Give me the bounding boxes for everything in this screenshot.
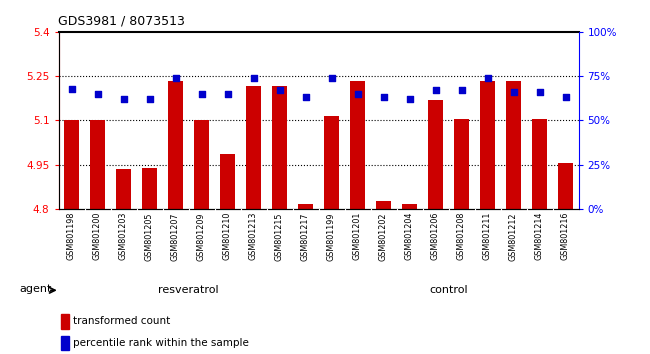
Point — [274, 87, 285, 93]
Point — [534, 89, 545, 95]
Point — [456, 87, 467, 93]
Bar — [116, 169, 131, 209]
Text: GSM801202: GSM801202 — [379, 212, 388, 261]
Point — [560, 95, 571, 100]
Bar — [246, 86, 261, 209]
Bar — [220, 154, 235, 209]
Point — [66, 86, 77, 91]
Text: GSM801213: GSM801213 — [249, 212, 258, 261]
Text: GSM801208: GSM801208 — [457, 212, 466, 261]
Text: agent: agent — [19, 284, 51, 293]
Bar — [61, 336, 69, 350]
Bar — [376, 201, 391, 209]
Bar — [558, 163, 573, 209]
Bar — [428, 100, 443, 209]
Point — [300, 95, 311, 100]
Text: GSM801203: GSM801203 — [119, 212, 128, 261]
Text: GSM801215: GSM801215 — [275, 212, 284, 261]
Point — [430, 87, 441, 93]
Point — [378, 95, 389, 100]
Bar — [402, 204, 417, 209]
Text: GSM801200: GSM801200 — [93, 212, 102, 261]
Bar — [506, 81, 521, 209]
Text: control: control — [429, 285, 468, 295]
Text: transformed count: transformed count — [73, 316, 170, 326]
Text: GSM801204: GSM801204 — [405, 212, 414, 261]
Point — [248, 75, 259, 81]
Bar — [454, 119, 469, 209]
Point — [352, 91, 363, 97]
Bar — [142, 167, 157, 209]
Point — [482, 75, 493, 81]
Point — [92, 91, 103, 97]
Point — [196, 91, 207, 97]
Point — [118, 96, 129, 102]
Bar — [64, 120, 79, 209]
Text: GSM801211: GSM801211 — [483, 212, 492, 261]
Text: GSM801207: GSM801207 — [171, 212, 180, 261]
Bar — [350, 81, 365, 209]
Point — [508, 89, 519, 95]
Text: GSM801199: GSM801199 — [327, 212, 336, 261]
Point — [222, 91, 233, 97]
Point — [144, 96, 155, 102]
Text: GSM801216: GSM801216 — [561, 212, 570, 261]
Text: GSM801212: GSM801212 — [509, 212, 518, 261]
Text: GSM801210: GSM801210 — [223, 212, 232, 261]
Bar — [61, 314, 69, 329]
Text: GSM801214: GSM801214 — [535, 212, 544, 261]
Bar — [324, 116, 339, 209]
Text: GSM801209: GSM801209 — [197, 212, 206, 261]
Text: GSM801201: GSM801201 — [353, 212, 362, 261]
Bar — [298, 204, 313, 209]
Text: GSM801217: GSM801217 — [301, 212, 310, 261]
Text: GDS3981 / 8073513: GDS3981 / 8073513 — [58, 14, 185, 27]
Text: GSM801206: GSM801206 — [431, 212, 440, 261]
Text: GSM801205: GSM801205 — [145, 212, 154, 261]
Text: resveratrol: resveratrol — [158, 285, 219, 295]
Point — [326, 75, 337, 81]
Bar — [532, 119, 547, 209]
Bar — [272, 86, 287, 209]
Text: GSM801198: GSM801198 — [67, 212, 76, 261]
Bar — [90, 120, 105, 209]
Text: percentile rank within the sample: percentile rank within the sample — [73, 338, 249, 348]
Bar — [480, 81, 495, 209]
Point — [170, 75, 181, 81]
Bar — [168, 81, 183, 209]
Bar — [194, 120, 209, 209]
Point — [404, 96, 415, 102]
